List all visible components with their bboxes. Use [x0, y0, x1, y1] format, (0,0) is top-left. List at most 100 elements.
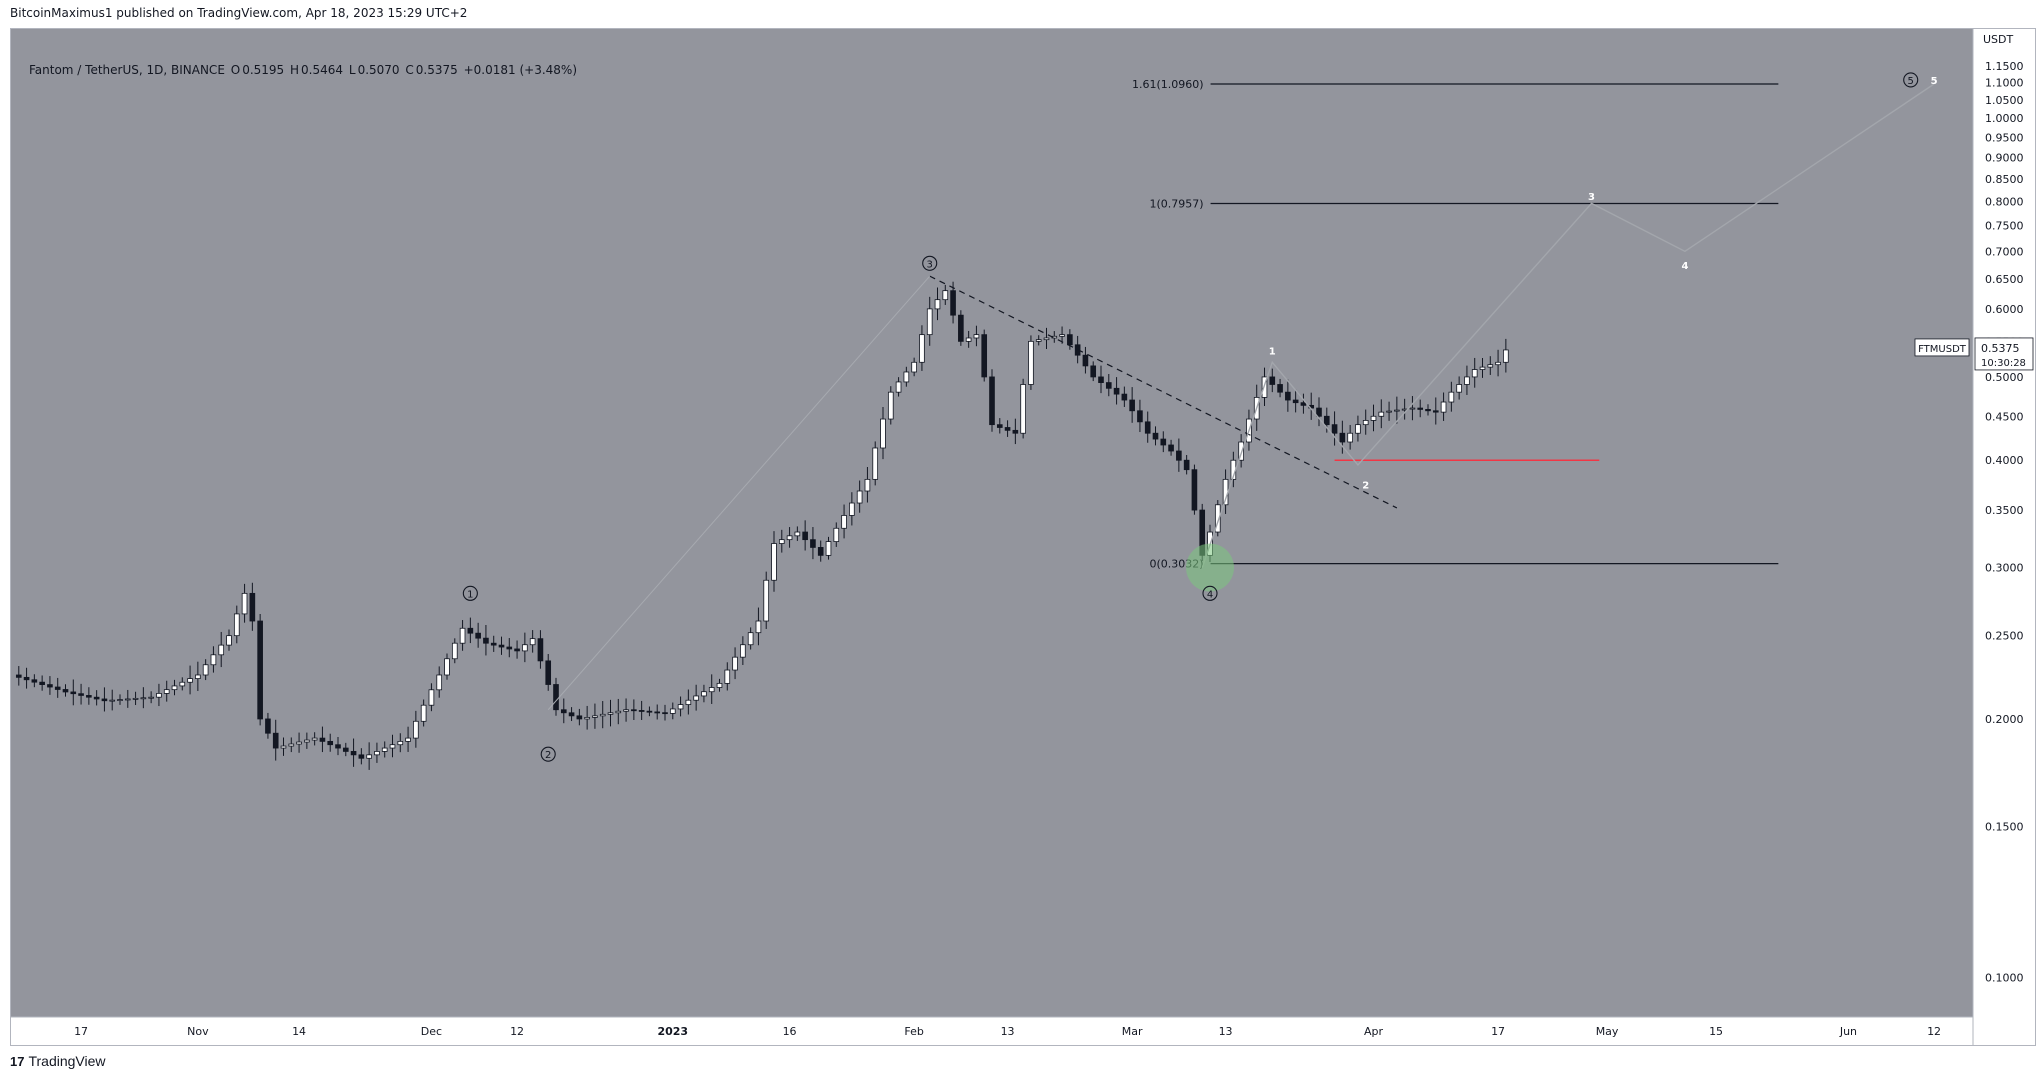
- x-tick-label: Jun: [1839, 1025, 1857, 1038]
- candle-up: [1394, 409, 1400, 412]
- candle-up: [973, 334, 980, 339]
- legend-open-label: O: [230, 63, 241, 77]
- y-tick-label: 0.1000: [1985, 972, 2024, 985]
- candle-up: [1347, 432, 1353, 443]
- wave-4-highlight: [1186, 543, 1234, 592]
- candle-down: [553, 684, 559, 711]
- candle-down: [1432, 410, 1439, 413]
- candle-down: [1339, 432, 1346, 443]
- wave-label-circle: [922, 255, 938, 271]
- tradingview-logo-icon: 17: [10, 1054, 25, 1069]
- candle-up: [397, 740, 404, 746]
- symbol-legend: Fantom / TetherUS, 1D, BINANCE O 0.5195 H…: [29, 63, 579, 77]
- candle-up: [1448, 391, 1455, 403]
- candle-down: [358, 754, 365, 759]
- y-tick-label: 0.6000: [1985, 303, 2024, 316]
- wave-label-minor: 1: [1269, 346, 1276, 357]
- candle-up: [428, 689, 435, 706]
- candle-down: [475, 632, 481, 639]
- candle-up: [965, 337, 972, 342]
- y-tick-label: 0.2500: [1985, 630, 2024, 643]
- candle-up: [849, 502, 855, 516]
- candle-up: [311, 737, 318, 741]
- candle-up: [304, 739, 310, 743]
- candle-up: [405, 737, 411, 742]
- candle-up: [1020, 384, 1026, 434]
- y-tick-label: 0.9500: [1985, 131, 2024, 144]
- candle-down: [1168, 444, 1174, 452]
- candle-down: [335, 744, 341, 749]
- candle-up: [584, 716, 590, 720]
- candle-up: [241, 592, 248, 615]
- candle-down: [958, 314, 964, 342]
- candle-up: [1409, 407, 1416, 410]
- candle-up: [763, 579, 770, 622]
- legend-change: +0.0181 (+3.48%): [463, 63, 578, 77]
- x-tick-label: 14: [292, 1025, 306, 1038]
- y-tick-label: 0.7500: [1985, 220, 2024, 233]
- y-tick-label: 0.3500: [1985, 504, 2024, 517]
- legend-symbol[interactable]: Fantom / TetherUS, 1D, BINANCE: [29, 63, 225, 77]
- legend-high-label: H: [290, 63, 300, 77]
- x-tick-label: 13: [1219, 1025, 1233, 1038]
- candle-down: [23, 676, 30, 681]
- candle-up: [926, 308, 933, 336]
- candle-up: [109, 699, 116, 702]
- candle-up: [1487, 364, 1494, 368]
- candle-up: [833, 527, 840, 542]
- candle-down: [62, 689, 69, 693]
- candle-up: [872, 447, 879, 480]
- wave-label-circled: 3: [927, 259, 933, 270]
- candle-up: [1035, 339, 1042, 342]
- candle-down: [514, 648, 520, 652]
- candle-down: [1269, 376, 1276, 385]
- candle-down: [996, 424, 1003, 428]
- candle-up: [825, 541, 832, 556]
- tradingview-brand: TradingView: [28, 1053, 106, 1069]
- candle-up: [1386, 410, 1392, 413]
- candle-up: [1238, 441, 1244, 461]
- wave-label-minor: 4: [1681, 261, 1688, 272]
- wave-label-circle: [540, 746, 556, 762]
- x-tick-label: 12: [1927, 1025, 1941, 1038]
- candle-down: [560, 709, 567, 714]
- candle-down: [1160, 438, 1167, 446]
- wave-label-minor: 2: [1362, 480, 1369, 491]
- x-tick-label: 13: [1001, 1025, 1015, 1038]
- x-tick-label: 15: [1709, 1025, 1723, 1038]
- price-chart[interactable]: USDT 1.1500 1.1000 1.0500 1.0000 0.9500 0.9000…: [11, 29, 2035, 1045]
- candle-up: [623, 709, 629, 712]
- candle-down: [1417, 407, 1424, 410]
- candle-down: [1121, 393, 1128, 401]
- candle-up: [864, 478, 871, 492]
- candle-up: [724, 669, 731, 684]
- candle-down: [31, 679, 38, 683]
- candle-up: [459, 627, 466, 644]
- candle-up: [226, 635, 232, 646]
- candle-down: [981, 334, 988, 378]
- candle-up: [280, 745, 287, 749]
- candle-down: [1425, 409, 1431, 412]
- x-tick-label: 16: [783, 1025, 797, 1038]
- candle-down: [1082, 354, 1089, 367]
- candle-down: [646, 710, 653, 713]
- tradingview-logo[interactable]: 17 TradingView: [10, 1053, 106, 1069]
- candle-up: [1059, 334, 1065, 337]
- x-tick-label: 12: [510, 1025, 524, 1038]
- x-tick-label: May: [1596, 1025, 1619, 1038]
- candle-up: [1355, 424, 1361, 434]
- chart-panel[interactable]: USDT 1.1500 1.1000 1.0500 1.0000 0.9500 0.9000…: [10, 28, 2036, 1046]
- wave-label-circle: [1903, 72, 1919, 88]
- x-tick-label: Feb: [904, 1025, 923, 1038]
- candle-up: [732, 656, 738, 671]
- candle-up: [529, 638, 536, 646]
- candle-down: [1191, 469, 1198, 511]
- candle-up: [669, 708, 676, 714]
- candle-up: [771, 543, 777, 581]
- candle-up: [218, 644, 225, 656]
- candle-down: [1137, 410, 1143, 423]
- candle-down: [662, 712, 668, 715]
- candle-up: [1440, 401, 1447, 413]
- legend-close-label: C: [405, 63, 414, 77]
- candle-down: [54, 686, 61, 690]
